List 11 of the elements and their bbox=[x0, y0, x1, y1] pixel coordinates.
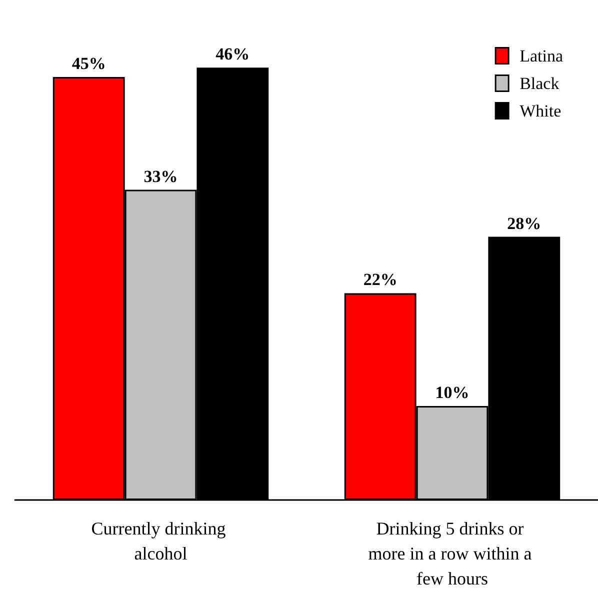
x-tick-label: Currently drinking alcohol bbox=[91, 518, 230, 564]
x-tick-label: Drinking 5 drinks or more in a row within a few hours bbox=[368, 518, 536, 588]
data-label: 33% bbox=[144, 166, 178, 186]
data-label: 28% bbox=[507, 214, 542, 233]
legend-label: Black bbox=[520, 74, 560, 93]
data-label: 22% bbox=[363, 270, 398, 290]
data-label: 45% bbox=[72, 54, 106, 73]
legend-label: Latina bbox=[520, 46, 564, 66]
data-label: 46% bbox=[216, 44, 250, 64]
data-label: 10% bbox=[435, 383, 470, 402]
legend-label: White bbox=[520, 101, 562, 120]
